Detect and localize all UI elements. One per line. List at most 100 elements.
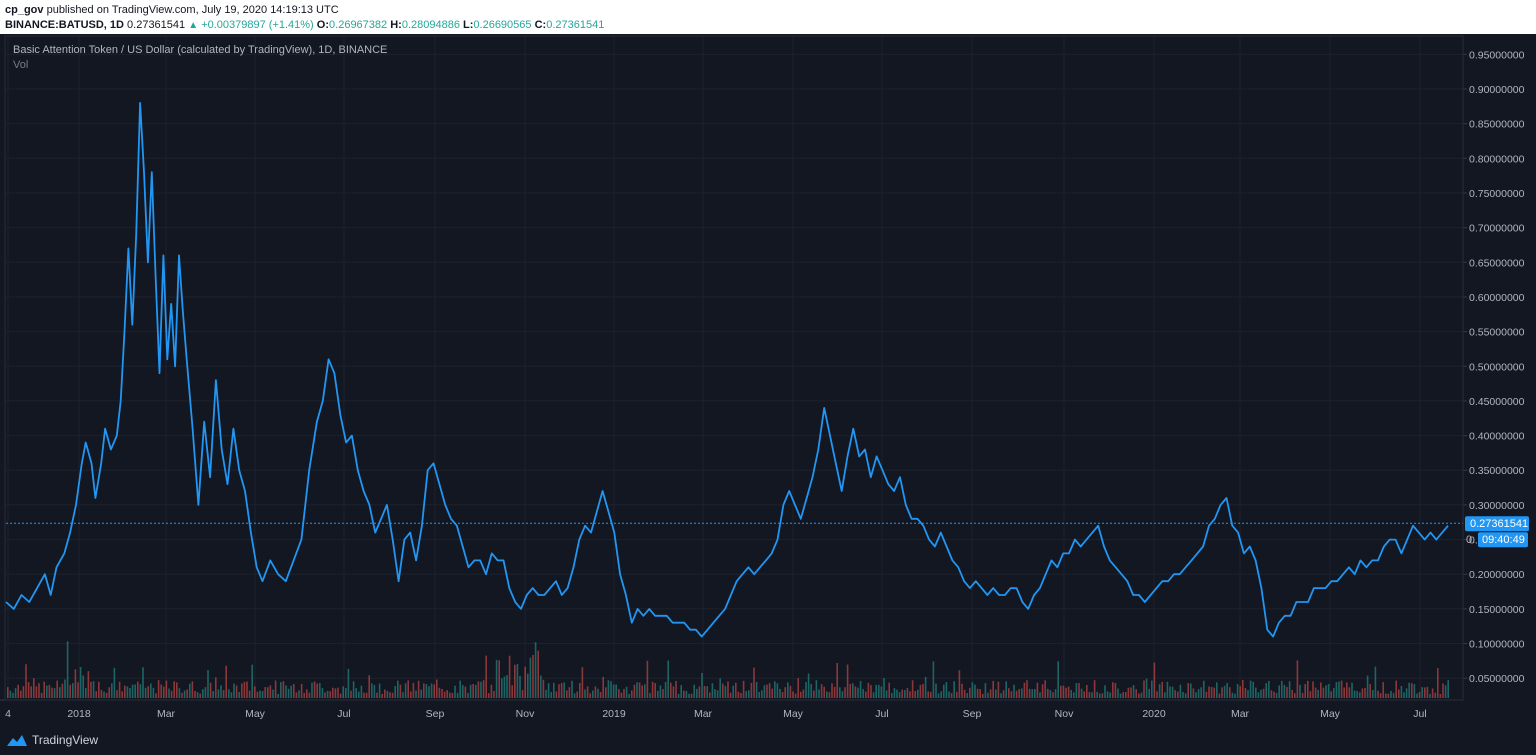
volume-bar (1156, 691, 1158, 698)
volume-bar (657, 690, 659, 698)
volume-bar (85, 688, 87, 698)
volume-bar (745, 691, 747, 698)
volume-bar (1099, 693, 1101, 698)
volume-bar (1395, 680, 1397, 698)
volume-bar (589, 693, 591, 698)
volume-bar (1164, 692, 1166, 698)
time-axis[interactable]: 4 2018 Mar May Jul Sep Nov 2019 Mar May Jul Sep Nov 2… (5, 708, 1427, 720)
volume-bar (727, 681, 729, 698)
volume-bar (937, 693, 940, 698)
y-tick-label: 0.70000000 (1469, 223, 1525, 235)
volume-bar (859, 681, 862, 698)
volume-bar (386, 690, 389, 698)
volume-bar (841, 691, 844, 698)
volume-bar (693, 684, 695, 698)
volume-bar (1119, 693, 1122, 698)
volume-bar (527, 673, 529, 698)
volume-bar (147, 686, 149, 698)
volume-bar (329, 691, 331, 698)
y-tick-label: 0.45000000 (1469, 396, 1525, 408)
volume-bar (87, 671, 90, 698)
volume-bar (576, 691, 578, 698)
volume-bar (1283, 684, 1286, 698)
volume-bar (992, 680, 994, 698)
volume-bar (1444, 685, 1447, 698)
volume-bar (1008, 688, 1010, 698)
volume-bar (472, 684, 474, 698)
volume-bar (48, 684, 51, 698)
price-axis[interactable]: 0.95000000 0.90000000 0.85000000 0.80000000… (1463, 49, 1525, 685)
volume-bar (514, 664, 516, 698)
volume-bar (1413, 684, 1416, 698)
y-tick-label: 0.65000000 (1469, 257, 1525, 269)
countdown-tag: 0. 09:40:49 (1466, 532, 1528, 548)
volume-bar (1210, 687, 1213, 698)
volume-bar (1382, 682, 1384, 698)
volume-bar (683, 690, 685, 698)
volume-bar (131, 684, 134, 698)
volume-bar (95, 691, 97, 698)
volume-bar (82, 675, 84, 698)
volume-bar (664, 681, 667, 698)
brand[interactable]: TradingView (6, 733, 98, 747)
volume-bar (1218, 693, 1221, 698)
volume-bar (1270, 690, 1273, 698)
volume-bar (1405, 688, 1408, 698)
volume-bar (620, 692, 623, 698)
volume-bar (397, 680, 399, 698)
up-arrow-icon: ▲ (188, 20, 199, 31)
volume-bar (1151, 680, 1153, 698)
volume-bar (1153, 662, 1156, 698)
high-label: H: (390, 19, 402, 31)
volume-bar (885, 690, 888, 698)
volume-bar (1044, 680, 1046, 698)
price-chart[interactable]: 0.95000000 0.90000000 0.85000000 0.80000000… (0, 34, 1536, 726)
countdown-prefix: 0. (1466, 534, 1475, 546)
volume-bar (264, 687, 266, 698)
volume-bar (378, 683, 381, 698)
open-value: 0.26967382 (329, 19, 388, 31)
grid-lines (6, 37, 1462, 699)
volume-bar (1127, 687, 1130, 698)
volume-bar (134, 684, 136, 698)
volume-bar (1023, 682, 1026, 698)
publisher-name[interactable]: cp_gov (5, 4, 44, 16)
volume-bar (1005, 681, 1007, 698)
volume-bar (274, 680, 277, 698)
volume-bar (1275, 693, 1278, 698)
volume-bar (597, 688, 599, 698)
symbol-name: BINANCE:BATUSD, 1D (5, 19, 124, 31)
volume-bar (1138, 693, 1140, 698)
volume-bar (222, 690, 225, 698)
volume-bar (646, 660, 649, 698)
volume-bar (680, 685, 682, 698)
volume-bar (259, 690, 261, 698)
volume-bar (997, 681, 1000, 698)
volume-bar (670, 682, 672, 698)
volume-bar (802, 689, 805, 698)
volume-bar (1174, 690, 1176, 698)
volume-bar (1387, 693, 1390, 698)
volume-bar (1187, 683, 1189, 698)
volume-bar (116, 690, 118, 698)
volume-bar (534, 642, 537, 698)
volume-bar (1437, 668, 1439, 698)
volume-bar (1223, 685, 1226, 698)
volume-bar (358, 691, 360, 698)
volume-bar (896, 689, 898, 698)
volume-bar (1036, 682, 1039, 698)
volume-bar (1281, 680, 1283, 698)
volume-bar (1190, 683, 1192, 698)
volume-bar (103, 691, 105, 698)
volume-bar (971, 682, 974, 698)
volume-bar (254, 686, 256, 698)
volume-bar (412, 682, 415, 698)
volume-bar (1421, 687, 1423, 698)
price-tag: 0.27361541 (1465, 516, 1529, 532)
volume-bar (584, 689, 586, 698)
volume-bar (1015, 690, 1018, 698)
volume-bar (872, 692, 875, 698)
volume-bar (1135, 689, 1137, 698)
volume-bar (844, 687, 846, 698)
volume-bar (1039, 692, 1041, 698)
